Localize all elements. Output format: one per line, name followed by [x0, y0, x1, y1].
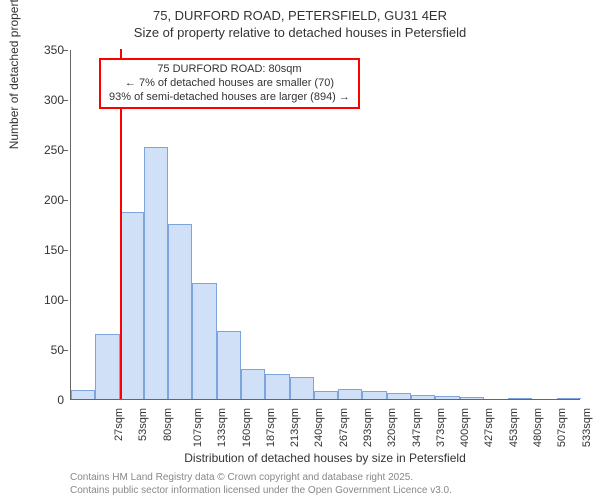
histogram-bar — [71, 390, 95, 399]
histogram-bar — [557, 398, 581, 399]
histogram-bar — [314, 391, 338, 399]
x-tick-label: 27sqm — [113, 408, 125, 441]
annotation-line: 93% of semi-detached houses are larger (… — [109, 91, 350, 105]
y-tick-label: 300 — [34, 93, 64, 107]
x-tick-label: 533sqm — [581, 408, 593, 447]
y-tick-label: 50 — [34, 343, 64, 357]
x-tick-label: 373sqm — [435, 408, 447, 447]
histogram-bar — [435, 396, 459, 399]
histogram-bar — [168, 224, 192, 399]
x-tick-label: 507sqm — [556, 408, 568, 447]
histogram-bar — [217, 331, 241, 399]
x-tick-label: 160sqm — [241, 408, 253, 447]
footer-line2: Contains public sector information licen… — [70, 485, 452, 496]
histogram-bar — [362, 391, 386, 399]
histogram-bar — [411, 395, 435, 399]
histogram-bar — [241, 369, 265, 399]
x-tick-label: 53sqm — [137, 408, 149, 441]
histogram-bar — [338, 389, 362, 399]
x-tick-label: 320sqm — [386, 408, 398, 447]
histogram-bar — [95, 334, 119, 399]
x-tick-label: 133sqm — [216, 408, 228, 447]
plot-area: 05010015020025030035075 DURFORD ROAD: 80… — [70, 50, 580, 400]
histogram-bar — [290, 377, 314, 399]
x-axis-label: Distribution of detached houses by size … — [70, 451, 580, 465]
x-tick-label: 107sqm — [192, 408, 204, 447]
chart-title-line2: Size of property relative to detached ho… — [0, 25, 600, 40]
annotation-line: ← 7% of detached houses are smaller (70) — [109, 77, 350, 91]
histogram-bar — [144, 147, 168, 399]
x-tick-label: 213sqm — [289, 408, 301, 447]
histogram-bar — [460, 397, 484, 399]
x-tick-label: 293sqm — [362, 408, 374, 447]
y-tick-label: 350 — [34, 43, 64, 57]
annotation-line: 75 DURFORD ROAD: 80sqm — [109, 63, 350, 77]
histogram-bar — [508, 398, 532, 399]
x-tick-label: 480sqm — [532, 408, 544, 447]
chart-container: 75, DURFORD ROAD, PETERSFIELD, GU31 4ER … — [0, 0, 600, 500]
x-tick-label: 427sqm — [484, 408, 496, 447]
y-tick-label: 100 — [34, 293, 64, 307]
x-tick-label: 400sqm — [459, 408, 471, 447]
y-tick-label: 200 — [34, 193, 64, 207]
chart-title-line1: 75, DURFORD ROAD, PETERSFIELD, GU31 4ER — [0, 8, 600, 23]
y-tick-label: 150 — [34, 243, 64, 257]
x-tick-label: 267sqm — [338, 408, 350, 447]
histogram-bar — [192, 283, 216, 399]
y-axis-label: Number of detached properties — [7, 0, 21, 149]
x-tick-label: 187sqm — [265, 408, 277, 447]
y-tick-label: 250 — [34, 143, 64, 157]
histogram-bar — [387, 393, 411, 399]
x-tick-label: 347sqm — [411, 408, 423, 447]
histogram-bar — [120, 212, 144, 399]
footer-line1: Contains HM Land Registry data © Crown c… — [70, 472, 413, 483]
annotation-box: 75 DURFORD ROAD: 80sqm← 7% of detached h… — [99, 58, 360, 109]
y-tick-label: 0 — [34, 393, 64, 407]
x-tick-label: 240sqm — [314, 408, 326, 447]
x-tick-label: 80sqm — [162, 408, 174, 441]
histogram-bar — [265, 374, 289, 399]
x-tick-label: 453sqm — [508, 408, 520, 447]
